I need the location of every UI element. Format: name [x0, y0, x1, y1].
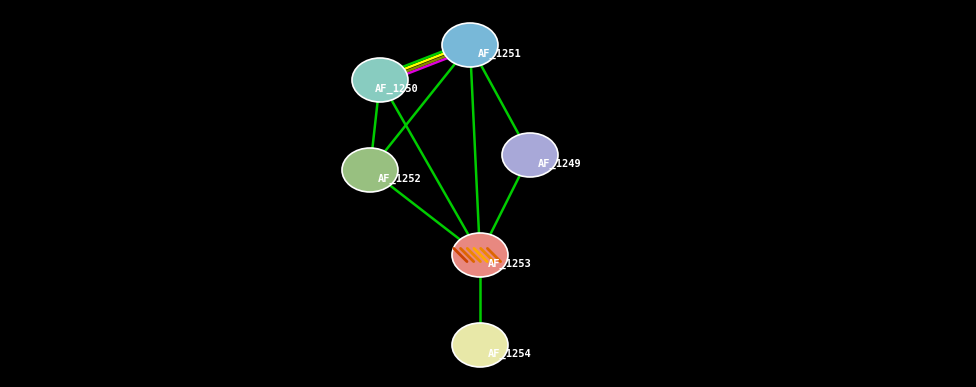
Ellipse shape [452, 323, 508, 367]
Text: AF_1252: AF_1252 [378, 174, 422, 184]
Text: AF_1254: AF_1254 [488, 349, 532, 359]
Text: AF_1251: AF_1251 [478, 49, 522, 59]
Ellipse shape [442, 23, 498, 67]
Text: AF_1249: AF_1249 [538, 159, 582, 169]
Ellipse shape [352, 58, 408, 102]
Text: AF_1250: AF_1250 [375, 84, 419, 94]
Ellipse shape [342, 148, 398, 192]
Ellipse shape [502, 133, 558, 177]
Text: AF_1253: AF_1253 [488, 259, 532, 269]
Ellipse shape [452, 233, 508, 277]
